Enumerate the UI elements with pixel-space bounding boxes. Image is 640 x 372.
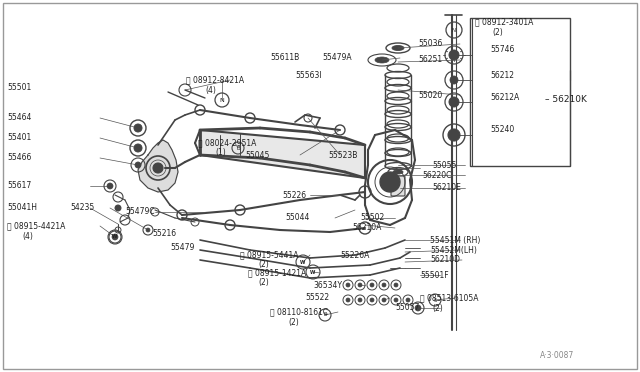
Circle shape bbox=[134, 144, 142, 152]
Text: 36534Y: 36534Y bbox=[313, 280, 342, 289]
Text: 55045: 55045 bbox=[245, 151, 269, 160]
Circle shape bbox=[134, 124, 142, 132]
Circle shape bbox=[153, 163, 163, 173]
Text: 55041H: 55041H bbox=[7, 203, 37, 212]
Circle shape bbox=[358, 283, 362, 287]
Text: 55452M(LH): 55452M(LH) bbox=[430, 246, 477, 254]
Text: 55522: 55522 bbox=[305, 294, 329, 302]
Text: Ⓦ 08915-4421A: Ⓦ 08915-4421A bbox=[7, 221, 65, 231]
Circle shape bbox=[115, 205, 121, 211]
Text: (2): (2) bbox=[432, 304, 443, 312]
Text: 55464: 55464 bbox=[7, 113, 31, 122]
Circle shape bbox=[346, 283, 350, 287]
Circle shape bbox=[370, 283, 374, 287]
Circle shape bbox=[382, 283, 386, 287]
Text: 56212A: 56212A bbox=[490, 93, 519, 102]
Text: 56210D: 56210D bbox=[430, 256, 460, 264]
Text: 55479C: 55479C bbox=[125, 208, 155, 217]
Text: 55401: 55401 bbox=[7, 134, 31, 142]
Bar bbox=[470, 18, 570, 166]
Text: S: S bbox=[433, 298, 436, 302]
Text: 55523B: 55523B bbox=[328, 151, 357, 160]
Text: 55044: 55044 bbox=[285, 214, 309, 222]
Circle shape bbox=[415, 305, 421, 311]
Circle shape bbox=[394, 283, 398, 287]
Text: Ⓑ 08024-2951A: Ⓑ 08024-2951A bbox=[198, 138, 257, 148]
Text: Ⓝ 08912-3401A: Ⓝ 08912-3401A bbox=[475, 17, 533, 26]
Text: 56251: 56251 bbox=[418, 55, 442, 64]
Text: Ⓑ 08110-8161C: Ⓑ 08110-8161C bbox=[270, 308, 328, 317]
Text: 55020: 55020 bbox=[418, 90, 442, 99]
Text: W: W bbox=[310, 269, 316, 275]
Text: (4): (4) bbox=[205, 86, 216, 94]
Text: (1): (1) bbox=[215, 148, 226, 157]
Text: A·3·0087: A·3·0087 bbox=[540, 350, 574, 359]
Text: Ⓢ 08513-6105A: Ⓢ 08513-6105A bbox=[420, 294, 479, 302]
Circle shape bbox=[449, 50, 459, 60]
Text: Ⓦ 08915-1421A: Ⓦ 08915-1421A bbox=[248, 269, 307, 278]
Text: N: N bbox=[452, 28, 456, 32]
Circle shape bbox=[449, 97, 459, 107]
Polygon shape bbox=[138, 140, 178, 192]
Text: 55563I: 55563I bbox=[295, 71, 322, 80]
Text: 55240: 55240 bbox=[490, 125, 515, 135]
Text: 56210A: 56210A bbox=[352, 224, 381, 232]
Circle shape bbox=[146, 228, 150, 232]
Circle shape bbox=[346, 298, 350, 302]
Text: (2): (2) bbox=[258, 279, 269, 288]
Text: Ⓝ 08912-8421A: Ⓝ 08912-8421A bbox=[186, 76, 244, 84]
Circle shape bbox=[382, 298, 386, 302]
Ellipse shape bbox=[392, 45, 404, 51]
Text: 55617: 55617 bbox=[7, 182, 31, 190]
Circle shape bbox=[370, 298, 374, 302]
Circle shape bbox=[107, 183, 113, 189]
Text: W: W bbox=[300, 260, 306, 264]
Text: 55226: 55226 bbox=[282, 190, 306, 199]
Circle shape bbox=[112, 234, 118, 240]
Text: B: B bbox=[323, 312, 326, 317]
Text: 55036: 55036 bbox=[418, 39, 442, 48]
Text: 54235: 54235 bbox=[70, 203, 94, 212]
Text: W: W bbox=[112, 234, 118, 240]
Text: 55057: 55057 bbox=[395, 304, 419, 312]
Circle shape bbox=[448, 129, 460, 141]
Text: (4): (4) bbox=[22, 232, 33, 241]
Text: 55501F: 55501F bbox=[420, 270, 449, 279]
Text: (2): (2) bbox=[288, 317, 299, 327]
Text: 55746: 55746 bbox=[490, 45, 515, 55]
Text: 55466: 55466 bbox=[7, 154, 31, 163]
Text: 55611B: 55611B bbox=[270, 54, 300, 62]
Circle shape bbox=[358, 298, 362, 302]
Text: (2): (2) bbox=[492, 28, 503, 36]
Polygon shape bbox=[200, 130, 365, 178]
Text: Ⓦ 08915-5441A: Ⓦ 08915-5441A bbox=[240, 250, 298, 260]
Circle shape bbox=[394, 298, 398, 302]
Circle shape bbox=[406, 298, 410, 302]
Circle shape bbox=[450, 76, 458, 84]
Text: 55479A: 55479A bbox=[322, 54, 351, 62]
Text: 56212: 56212 bbox=[490, 71, 514, 80]
Text: 55502: 55502 bbox=[360, 214, 384, 222]
Text: 55501: 55501 bbox=[7, 83, 31, 93]
Text: 55451M (RH): 55451M (RH) bbox=[430, 235, 481, 244]
Text: B: B bbox=[236, 145, 240, 151]
Text: 55055: 55055 bbox=[432, 160, 456, 170]
Text: 55216: 55216 bbox=[152, 228, 176, 237]
Circle shape bbox=[380, 172, 400, 192]
Text: N: N bbox=[220, 97, 225, 103]
Ellipse shape bbox=[393, 170, 403, 174]
Circle shape bbox=[135, 162, 141, 168]
Text: – 56210K: – 56210K bbox=[545, 96, 587, 105]
FancyBboxPatch shape bbox=[391, 176, 405, 196]
Text: 55226A: 55226A bbox=[340, 250, 369, 260]
Text: 55479: 55479 bbox=[170, 244, 195, 253]
Text: 56210E: 56210E bbox=[432, 183, 461, 192]
Text: (2): (2) bbox=[258, 260, 269, 269]
Text: 56220C: 56220C bbox=[422, 170, 451, 180]
Ellipse shape bbox=[375, 57, 389, 63]
